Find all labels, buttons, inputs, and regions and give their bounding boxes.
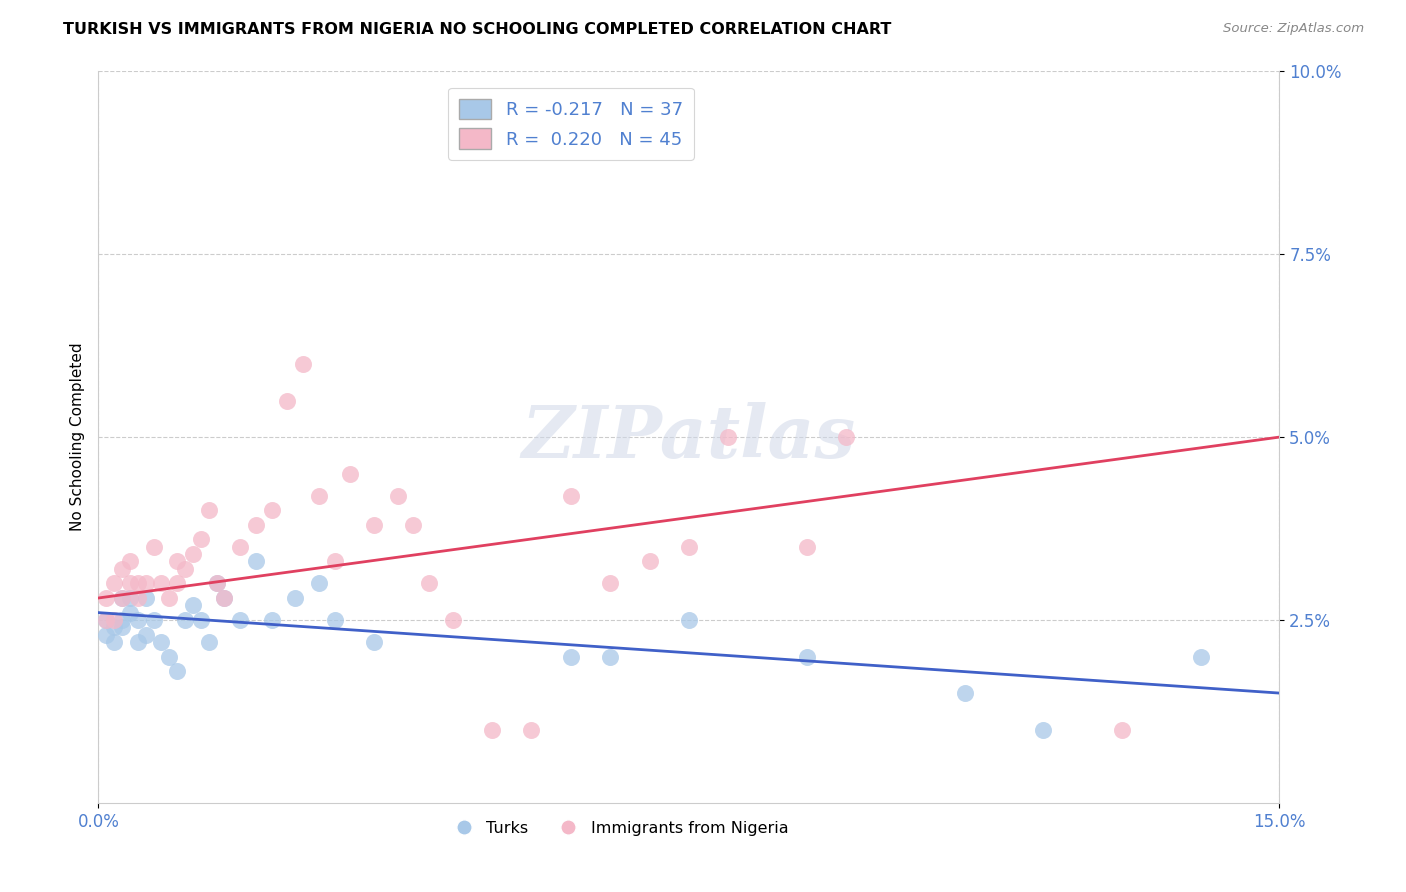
Point (308, 576, 330, 591)
Text: Source: ZipAtlas.com: Source: ZipAtlas.com (1223, 22, 1364, 36)
Point (441, 613, 464, 627)
Point (796, 649, 818, 664)
Point (118, 606, 141, 620)
Point (276, 393, 298, 408)
Point (111, 620, 134, 634)
Point (166, 554, 188, 568)
Point (1111, 723, 1133, 737)
Point (181, 599, 204, 613)
Point (260, 613, 283, 627)
Point (103, 576, 125, 591)
Point (599, 649, 621, 664)
Point (150, 576, 173, 591)
Point (205, 576, 228, 591)
Point (135, 591, 157, 605)
Point (323, 613, 346, 627)
Point (205, 576, 228, 591)
Point (142, 540, 165, 554)
Point (150, 635, 173, 649)
Point (190, 613, 212, 627)
Point (111, 591, 134, 605)
Text: ZIPatlas: ZIPatlas (522, 401, 856, 473)
Point (260, 503, 283, 517)
Point (284, 591, 307, 605)
Point (181, 547, 204, 561)
Point (96, 627, 118, 641)
Point (103, 613, 125, 627)
Point (135, 627, 157, 641)
Point (229, 540, 252, 554)
Point (481, 723, 503, 737)
Point (387, 489, 409, 503)
Point (111, 613, 134, 627)
Point (292, 357, 315, 371)
Point (166, 576, 188, 591)
Point (520, 723, 543, 737)
Point (118, 591, 141, 605)
Point (157, 649, 180, 664)
Point (229, 613, 252, 627)
Point (953, 686, 976, 700)
Point (118, 576, 141, 591)
Point (402, 517, 425, 532)
Point (717, 430, 740, 444)
Point (245, 554, 267, 568)
Point (560, 489, 582, 503)
Point (323, 554, 346, 568)
Point (96, 613, 118, 627)
Text: TURKISH VS IMMIGRANTS FROM NIGERIA NO SCHOOLING COMPLETED CORRELATION CHART: TURKISH VS IMMIGRANTS FROM NIGERIA NO SC… (63, 22, 891, 37)
Point (835, 430, 858, 444)
Point (103, 635, 125, 649)
Point (1032, 723, 1054, 737)
Point (363, 635, 385, 649)
Point (363, 517, 385, 532)
Point (214, 591, 236, 605)
Point (103, 620, 125, 634)
Point (127, 635, 149, 649)
Point (245, 517, 267, 532)
Point (560, 649, 582, 664)
Point (214, 591, 236, 605)
Point (308, 489, 330, 503)
Point (197, 503, 219, 517)
Point (339, 467, 361, 481)
Point (1189, 649, 1212, 664)
Point (796, 540, 818, 554)
Legend: Turks, Immigrants from Nigeria: Turks, Immigrants from Nigeria (441, 814, 794, 842)
Point (166, 664, 188, 678)
Point (190, 533, 212, 547)
Point (96, 613, 118, 627)
Point (197, 635, 219, 649)
Point (96, 591, 118, 605)
Point (127, 613, 149, 627)
Point (111, 562, 134, 576)
Point (118, 554, 141, 568)
Point (174, 613, 197, 627)
Point (127, 591, 149, 605)
Point (111, 591, 134, 605)
Point (142, 613, 165, 627)
Point (678, 613, 700, 627)
Y-axis label: No Schooling Completed: No Schooling Completed (69, 343, 84, 532)
Point (174, 562, 197, 576)
Point (678, 540, 700, 554)
Point (157, 591, 180, 605)
Point (418, 576, 440, 591)
Point (135, 576, 157, 591)
Point (638, 554, 661, 568)
Point (599, 576, 621, 591)
Point (127, 576, 149, 591)
